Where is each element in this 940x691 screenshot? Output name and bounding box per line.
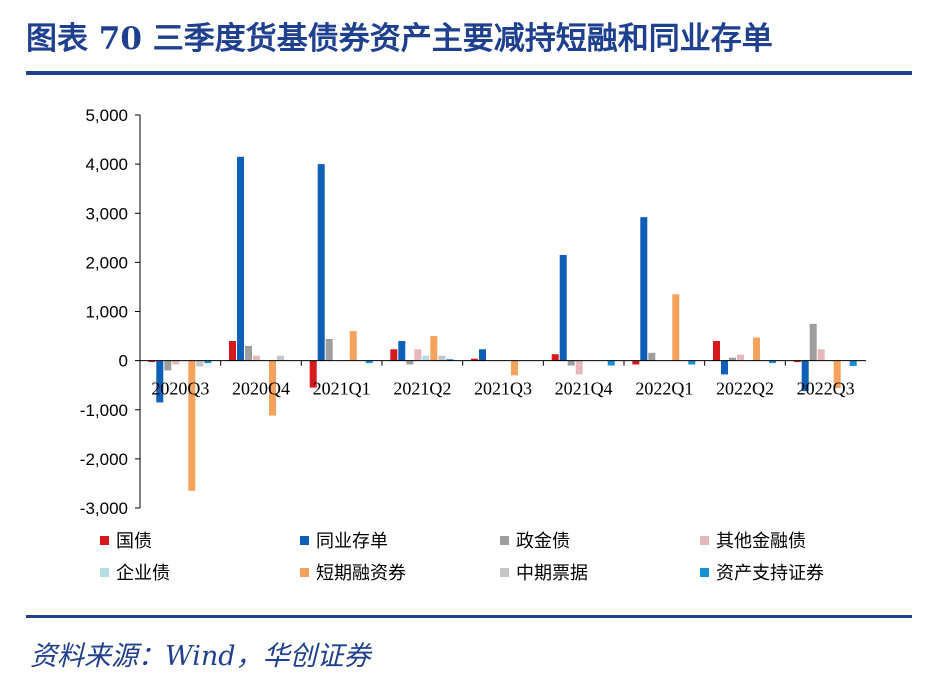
legend-swatch — [300, 536, 309, 545]
bar-短期融资券-2022Q1 — [672, 294, 680, 361]
y-tick-label: 5,000 — [85, 106, 128, 125]
bar-同业存单-2022Q2 — [721, 360, 728, 375]
legend-label: 其他金融债 — [716, 531, 806, 552]
x-tick-label: 2022Q2 — [716, 379, 774, 399]
legend-label: 企业债 — [116, 563, 170, 584]
bar-同业存单-2021Q3 — [479, 349, 486, 361]
bar-国债-2022Q3 — [793, 360, 801, 363]
y-tick-label: 2,000 — [85, 253, 128, 272]
legend-swatch — [300, 568, 309, 577]
bar-资产支持证券-2022Q3 — [849, 360, 857, 366]
axes-group: 5,000 4,000 3,000 2,000 1,000 0 -1,000 -2,000 -3… — [80, 106, 866, 518]
bar-同业存单-2021Q2 — [398, 341, 406, 361]
bar-中期票据-2020Q3 — [196, 360, 204, 367]
bar-其他金融债-2022Q3 — [817, 349, 825, 361]
y-tick-label: 3,000 — [85, 204, 128, 223]
legend-label: 短期融资券 — [316, 563, 406, 584]
legend-swatch — [500, 568, 509, 577]
legend-swatch — [100, 536, 109, 545]
bar-资产支持证券-2021Q4 — [607, 360, 615, 366]
y-tick-label: -1,000 — [80, 401, 128, 420]
bar-政金债-2022Q2 — [729, 357, 736, 361]
bar-短期融资券-2021Q2 — [430, 336, 438, 361]
bar-国债-2020Q3 — [148, 360, 156, 363]
bar-国债-2022Q2 — [713, 341, 720, 361]
legend-swatch — [500, 536, 509, 545]
bar-政金债-2022Q3 — [809, 323, 817, 361]
bar-国债-2021Q1 — [309, 360, 317, 388]
x-tick-label: 2021Q1 — [313, 379, 371, 399]
bar-其他金融债-2021Q4 — [575, 360, 583, 375]
y-tick-label: -2,000 — [80, 450, 128, 469]
bar-资产支持证券-2020Q3 — [204, 360, 212, 364]
bar-政金债-2021Q1 — [325, 339, 333, 361]
x-tick-label: 2021Q3 — [474, 379, 532, 399]
bar-其他金融债-2021Q2 — [414, 349, 422, 361]
y-tick-label: 1,000 — [85, 303, 128, 322]
bar-资产支持证券-2021Q1 — [365, 360, 373, 364]
bar-同业存单-2020Q3 — [156, 360, 164, 403]
bar-同业存单-2020Q4 — [237, 156, 244, 361]
x-tick-label: 2022Q3 — [797, 379, 855, 399]
bar-政金债-2021Q2 — [406, 360, 414, 365]
chart-title: 图表 70 三季度货基债券资产主要减持短融和同业存单 — [26, 21, 773, 57]
x-tick-label: 2021Q4 — [555, 379, 613, 399]
y-tick-label: 4,000 — [85, 155, 128, 174]
bar-资产支持证券-2021Q2 — [446, 359, 454, 361]
bar-其他金融债-2022Q2 — [737, 354, 744, 361]
bars-group — [148, 156, 857, 491]
bar-政金债-2022Q1 — [648, 352, 656, 361]
bar-国债-2021Q3 — [471, 358, 478, 361]
bar-国债-2020Q4 — [229, 341, 236, 361]
bar-同业存单-2021Q1 — [317, 164, 325, 361]
bar-中期票据-2020Q4 — [277, 355, 284, 361]
legend-label: 同业存单 — [316, 531, 388, 552]
bar-企业债-2021Q2 — [422, 355, 430, 361]
title-rule — [26, 71, 912, 75]
y-tick-label: -3,000 — [80, 499, 128, 518]
x-tick-label: 2022Q1 — [635, 379, 693, 399]
bar-政金债-2020Q4 — [245, 345, 252, 361]
legend-swatch — [700, 568, 709, 577]
legend-label: 资产支持证券 — [716, 563, 824, 584]
bar-其他金融债-2020Q3 — [172, 360, 180, 365]
bar-chart: 5,000 4,000 3,000 2,000 1,000 0 -1,000 -2,000 -3… — [80, 106, 866, 584]
bar-其他金融债-2020Q4 — [253, 355, 260, 361]
source-rule — [26, 615, 912, 618]
bar-短期融资券-2021Q3 — [511, 360, 518, 376]
bar-政金债-2020Q3 — [164, 360, 172, 371]
bar-短期融资券-2020Q4 — [269, 360, 276, 416]
bar-同业存单-2022Q1 — [640, 217, 648, 361]
x-tick-label: 2021Q2 — [393, 379, 451, 399]
legend-swatch — [700, 536, 709, 545]
bar-国债-2021Q2 — [390, 349, 398, 361]
bar-资产支持证券-2022Q1 — [688, 360, 696, 365]
legend-label: 中期票据 — [516, 563, 588, 584]
bar-政金债-2021Q4 — [567, 360, 575, 366]
bar-同业存单-2021Q4 — [559, 255, 567, 361]
bar-国债-2022Q1 — [632, 360, 640, 365]
source-note: 资料来源：Wind，华创证券 — [30, 641, 371, 672]
x-tick-label: 2020Q3 — [151, 379, 209, 399]
y-tick-label: 0 — [119, 352, 128, 371]
bar-国债-2021Q4 — [551, 354, 559, 361]
legend-label: 国债 — [116, 531, 152, 552]
bar-短期融资券-2020Q3 — [188, 360, 196, 491]
legend-label: 政金债 — [516, 531, 570, 552]
bar-资产支持证券-2022Q2 — [769, 360, 776, 364]
legend-swatch — [100, 568, 109, 577]
bar-同业存单-2022Q3 — [801, 360, 809, 392]
bar-中期票据-2021Q2 — [438, 355, 446, 361]
bar-短期融资券-2022Q3 — [833, 360, 841, 389]
bar-短期融资券-2021Q1 — [349, 331, 357, 361]
bar-短期融资券-2022Q2 — [753, 337, 760, 361]
x-tick-label: 2020Q4 — [232, 379, 290, 399]
